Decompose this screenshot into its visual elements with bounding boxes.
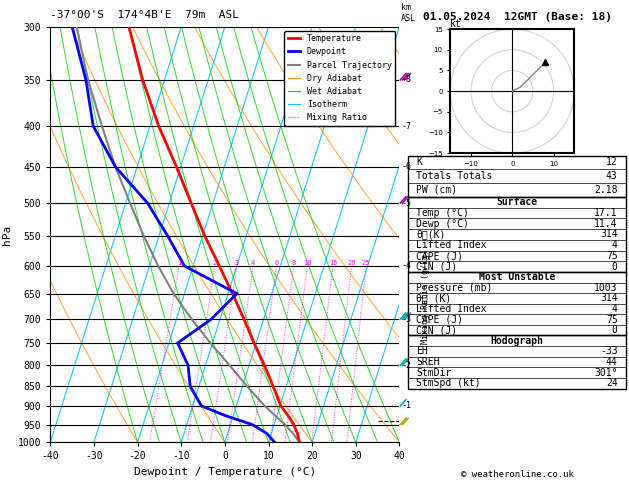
Text: 20: 20: [347, 260, 356, 266]
Text: Most Unstable: Most Unstable: [479, 273, 555, 282]
Text: 314: 314: [600, 294, 618, 303]
Text: CIN (J): CIN (J): [416, 262, 457, 272]
Text: 4: 4: [612, 240, 618, 250]
Text: Totals Totals: Totals Totals: [416, 171, 493, 181]
Text: Lifted Index: Lifted Index: [416, 240, 487, 250]
Text: SREH: SREH: [416, 357, 440, 367]
Text: km
ASL: km ASL: [401, 3, 416, 22]
Text: 10: 10: [303, 260, 312, 266]
Text: 1: 1: [177, 260, 181, 266]
Text: CIN (J): CIN (J): [416, 325, 457, 335]
Text: Mixing Ratio (g/kg): Mixing Ratio (g/kg): [421, 249, 430, 344]
Text: Dewp (°C): Dewp (°C): [416, 219, 469, 229]
Text: θᴇ (K): θᴇ (K): [416, 294, 452, 303]
Text: K: K: [416, 157, 422, 167]
Text: Pressure (mb): Pressure (mb): [416, 283, 493, 293]
Text: 6: 6: [274, 260, 279, 266]
Text: 0: 0: [612, 325, 618, 335]
Text: CAPE (J): CAPE (J): [416, 251, 464, 261]
Text: 0: 0: [612, 262, 618, 272]
Text: 2.18: 2.18: [594, 185, 618, 195]
Text: -7: -7: [401, 122, 411, 131]
Text: © weatheronline.co.uk: © weatheronline.co.uk: [461, 469, 574, 479]
Text: 4: 4: [612, 304, 618, 314]
Text: kt: kt: [450, 19, 462, 29]
Text: 75: 75: [606, 251, 618, 261]
Text: PW (cm): PW (cm): [416, 185, 457, 195]
Text: 01.05.2024  12GMT (Base: 18): 01.05.2024 12GMT (Base: 18): [423, 12, 612, 22]
Y-axis label: hPa: hPa: [3, 225, 12, 244]
Text: -6: -6: [401, 162, 411, 171]
Text: 4: 4: [251, 260, 255, 266]
Text: 44: 44: [606, 357, 618, 367]
Text: Lifted Index: Lifted Index: [416, 304, 487, 314]
Text: 15: 15: [329, 260, 337, 266]
Text: 11.4: 11.4: [594, 219, 618, 229]
Text: EH: EH: [416, 347, 428, 356]
Text: Hodograph: Hodograph: [491, 336, 543, 346]
Text: 314: 314: [600, 229, 618, 240]
Text: θᴇ(K): θᴇ(K): [416, 229, 446, 240]
Text: 3: 3: [235, 260, 239, 266]
Text: 8: 8: [292, 260, 296, 266]
Text: 301°: 301°: [594, 368, 618, 378]
Text: 1003: 1003: [594, 283, 618, 293]
X-axis label: Dewpoint / Temperature (°C): Dewpoint / Temperature (°C): [134, 467, 316, 477]
Text: -8: -8: [401, 75, 411, 85]
Text: Surface: Surface: [496, 197, 538, 207]
Text: 12: 12: [606, 157, 618, 167]
Text: -4: -4: [401, 261, 411, 270]
Text: Temp (°C): Temp (°C): [416, 208, 469, 218]
Text: 24: 24: [606, 379, 618, 388]
Text: -33: -33: [600, 347, 618, 356]
Text: StmDir: StmDir: [416, 368, 452, 378]
Text: 2: 2: [213, 260, 217, 266]
Text: -2: -2: [401, 361, 411, 370]
Text: 43: 43: [606, 171, 618, 181]
Text: -5: -5: [401, 199, 411, 208]
Text: CAPE (J): CAPE (J): [416, 314, 464, 325]
Text: -37°00'S  174°4B'E  79m  ASL: -37°00'S 174°4B'E 79m ASL: [50, 10, 239, 20]
Text: 75: 75: [606, 314, 618, 325]
Text: StmSpd (kt): StmSpd (kt): [416, 379, 481, 388]
Text: -1: -1: [401, 401, 411, 410]
Legend: Temperature, Dewpoint, Parcel Trajectory, Dry Adiabat, Wet Adiabat, Isotherm, Mi: Temperature, Dewpoint, Parcel Trajectory…: [284, 31, 395, 125]
Text: 17.1: 17.1: [594, 208, 618, 218]
Text: 25: 25: [362, 260, 370, 266]
Text: -3: -3: [401, 314, 411, 324]
